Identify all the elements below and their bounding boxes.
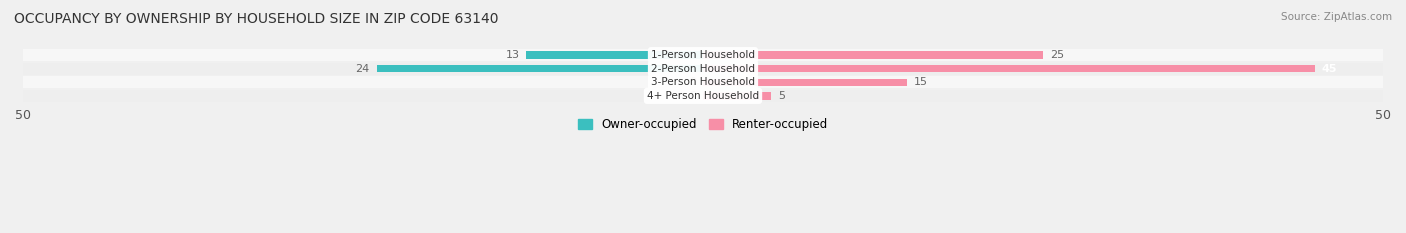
Text: Source: ZipAtlas.com: Source: ZipAtlas.com: [1281, 12, 1392, 22]
Text: 24: 24: [356, 64, 370, 74]
Bar: [22, 90, 1384, 102]
Text: 25: 25: [1050, 50, 1064, 60]
Text: 4+ Person Household: 4+ Person Household: [647, 91, 759, 101]
Text: 13: 13: [505, 50, 519, 60]
Text: 45: 45: [1322, 64, 1337, 74]
Legend: Owner-occupied, Renter-occupied: Owner-occupied, Renter-occupied: [572, 113, 834, 136]
Text: 5: 5: [778, 91, 785, 101]
Bar: [22, 76, 1384, 88]
Text: 1-Person Household: 1-Person Household: [651, 50, 755, 60]
Text: OCCUPANCY BY OWNERSHIP BY HOUSEHOLD SIZE IN ZIP CODE 63140: OCCUPANCY BY OWNERSHIP BY HOUSEHOLD SIZE…: [14, 12, 499, 26]
Bar: [703, 79, 907, 86]
Bar: [703, 65, 1315, 72]
Text: 0: 0: [689, 91, 696, 101]
Bar: [22, 49, 1384, 61]
Text: 0: 0: [689, 77, 696, 87]
Text: 2-Person Household: 2-Person Household: [651, 64, 755, 74]
Bar: [526, 51, 703, 59]
Bar: [377, 65, 703, 72]
Bar: [703, 92, 770, 99]
Text: 3-Person Household: 3-Person Household: [651, 77, 755, 87]
Bar: [22, 63, 1384, 75]
Text: 15: 15: [914, 77, 928, 87]
Bar: [703, 51, 1043, 59]
